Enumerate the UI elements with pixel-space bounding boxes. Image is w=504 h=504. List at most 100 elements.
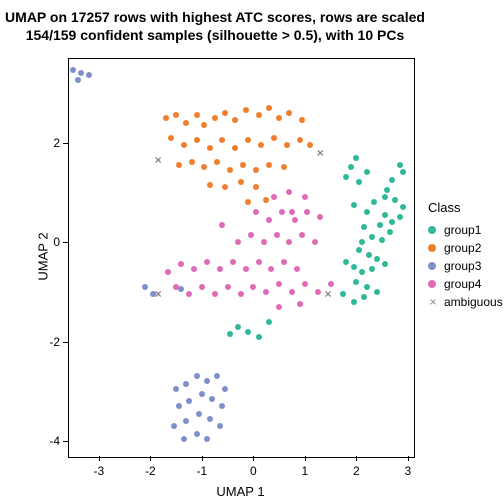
data-point — [271, 194, 277, 200]
data-point — [371, 199, 377, 205]
data-point — [387, 229, 393, 235]
data-point — [397, 214, 403, 220]
data-point — [340, 291, 346, 297]
data-point — [397, 162, 403, 168]
data-point — [227, 167, 233, 173]
data-point — [400, 169, 406, 175]
data-point — [389, 219, 395, 225]
data-point — [297, 137, 303, 143]
data-point — [317, 214, 323, 220]
data-point — [199, 284, 205, 290]
data-point — [400, 204, 406, 210]
y-axis-label: UMAP 2 — [36, 227, 51, 287]
data-point — [245, 199, 251, 205]
data-point — [248, 232, 254, 238]
data-point — [299, 117, 305, 123]
data-point — [281, 259, 287, 265]
data-point — [243, 266, 249, 272]
data-point — [369, 234, 375, 240]
data-point — [359, 269, 365, 275]
data-point — [227, 331, 233, 337]
data-point — [284, 142, 290, 148]
y-tick-mark — [63, 441, 68, 442]
legend-label: group3 — [444, 259, 481, 273]
data-point — [86, 72, 92, 78]
data-point — [374, 256, 380, 262]
data-point — [183, 418, 189, 424]
data-point — [222, 184, 228, 190]
x-tick-mark — [202, 456, 203, 461]
data-point — [194, 431, 200, 437]
data-point — [219, 137, 225, 143]
data-point-ambiguous: × — [315, 148, 325, 158]
data-point — [194, 137, 200, 143]
data-point — [281, 164, 287, 170]
x-tick-label: -2 — [145, 464, 156, 478]
data-point — [70, 67, 76, 73]
data-point — [366, 252, 372, 258]
data-point — [364, 284, 370, 290]
legend-swatch — [428, 262, 436, 270]
data-point — [201, 164, 207, 170]
data-point — [353, 279, 359, 285]
y-tick-label: -2 — [40, 335, 60, 349]
data-point — [209, 396, 215, 402]
x-tick-mark — [356, 456, 357, 461]
x-tick-mark — [408, 456, 409, 461]
data-point — [186, 398, 192, 404]
data-point — [302, 281, 308, 287]
data-point — [268, 266, 274, 272]
data-point — [356, 247, 362, 253]
data-point — [212, 291, 218, 297]
data-point — [186, 291, 192, 297]
legend-label: group2 — [444, 241, 481, 255]
data-point — [351, 202, 357, 208]
data-point — [294, 266, 300, 272]
data-point — [232, 117, 238, 123]
legend-cross-icon: × — [428, 297, 438, 307]
data-point — [364, 209, 370, 215]
data-point — [292, 217, 298, 223]
data-point — [369, 266, 375, 272]
x-tick-label: 3 — [405, 464, 412, 478]
data-point — [178, 261, 184, 267]
data-point — [343, 174, 349, 180]
data-point — [194, 112, 200, 118]
data-point — [176, 162, 182, 168]
x-tick-mark — [150, 456, 151, 461]
data-point — [165, 269, 171, 275]
data-point — [276, 115, 282, 121]
data-point — [289, 289, 295, 295]
data-point — [214, 373, 220, 379]
data-point — [163, 115, 169, 121]
y-tick-mark — [63, 342, 68, 343]
data-point — [196, 411, 202, 417]
legend-label: ambiguous — [444, 295, 503, 309]
legend-swatch — [428, 226, 436, 234]
legend-item: group1 — [428, 221, 503, 239]
plot-area — [68, 58, 415, 458]
data-point — [178, 286, 184, 292]
data-point — [222, 110, 228, 116]
data-point — [263, 197, 269, 203]
data-point — [230, 259, 236, 265]
y-tick-label: 2 — [40, 136, 60, 150]
data-point — [384, 187, 390, 193]
data-point — [75, 77, 81, 83]
data-point — [359, 239, 365, 245]
data-point — [219, 222, 225, 228]
data-point — [361, 294, 367, 300]
data-point — [263, 289, 269, 295]
data-point — [173, 284, 179, 290]
data-point — [232, 145, 238, 151]
data-point — [214, 159, 220, 165]
x-tick-label: 2 — [353, 464, 360, 478]
data-point — [204, 378, 210, 384]
legend-item: × ambiguous — [428, 293, 503, 311]
data-point — [374, 289, 380, 295]
data-point — [379, 237, 385, 243]
legend-swatch — [428, 244, 436, 252]
legend-title: Class — [428, 200, 503, 215]
x-tick-mark — [253, 456, 254, 461]
data-point — [361, 224, 367, 230]
